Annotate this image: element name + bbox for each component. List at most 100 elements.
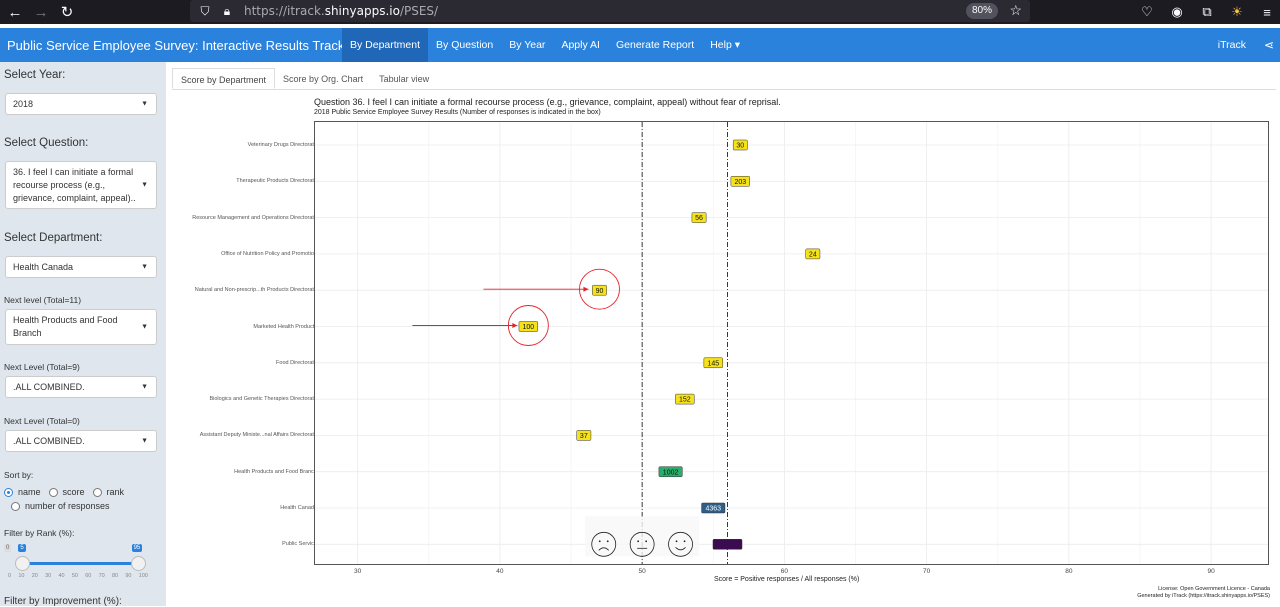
tab-score-by-department[interactable]: Score by Department xyxy=(172,68,276,89)
sort-radio-responses[interactable]: number of responses xyxy=(11,501,110,511)
tab-bar: Score by Department Score by Org. Chart … xyxy=(172,68,1276,90)
license-line-2: Generated by iTrack (https://itrack.shin… xyxy=(1137,593,1270,599)
bookmark-star-icon[interactable]: ☆ xyxy=(1009,2,1022,18)
license-note: License: Open Government Licence - Canad… xyxy=(1137,586,1270,600)
radio-dot xyxy=(48,487,58,497)
zoom-level[interactable]: 80% xyxy=(965,3,998,19)
department-select[interactable]: Health Canada ▼ xyxy=(5,256,157,278)
data-point-box xyxy=(730,176,750,187)
theme-sun-icon[interactable]: ☀ xyxy=(1231,4,1243,19)
face-backdrop xyxy=(585,516,700,557)
data-label: 152 xyxy=(679,397,691,404)
account-icon[interactable]: ◉ xyxy=(1171,4,1183,19)
question-select[interactable]: 36. I feel I can initiate a formal recou… xyxy=(5,161,157,209)
rank-slider[interactable]: 0 5 95 0 10 20 30 40 50 60 70 80 90 100 xyxy=(4,544,156,584)
x-tick-label: 30 xyxy=(354,568,362,575)
data-point-box xyxy=(518,321,539,332)
category-label: Assistant Deputy Ministe...nal Affairs D… xyxy=(199,432,317,439)
extensions-icon[interactable]: ⧉ xyxy=(1202,4,1212,19)
slider-high-handle[interactable] xyxy=(130,556,146,571)
slider-ticks: 0 10 20 30 40 50 60 70 80 90 100 xyxy=(8,573,148,579)
face-eye xyxy=(683,540,686,543)
sidebar: Select Year: 2018 ▼ Select Question: 36. … xyxy=(0,62,166,607)
back-icon[interactable]: ← xyxy=(7,3,23,21)
category-label: Food Directorate xyxy=(276,359,317,366)
address-bar[interactable]: ⛉ 🔒︎ https://itrack.shinyapps.io/PSES/ 8… xyxy=(190,0,1030,22)
sort-radio-score[interactable]: score xyxy=(48,487,85,497)
forward-icon[interactable]: → xyxy=(33,3,49,21)
data-point-box xyxy=(701,502,726,514)
next-level-2-select[interactable]: .ALL COMBINED. ▼ xyxy=(5,376,157,398)
url-text[interactable]: https://itrack.shinyapps.io/PSES/ xyxy=(244,4,439,18)
nav-by-department[interactable]: By Department xyxy=(342,28,429,62)
tab-tabular-view[interactable]: Tabular view xyxy=(379,74,430,84)
data-label: 37 xyxy=(580,433,588,440)
category-label: Therapeutic Products Directorate xyxy=(236,178,317,185)
chevron-down-icon: ▼ xyxy=(141,383,148,391)
category-label: Health Canada xyxy=(280,505,317,511)
data-label: 100 xyxy=(523,324,535,331)
radio-dot xyxy=(11,501,20,511)
reload-icon[interactable]: ↻ xyxy=(60,4,74,21)
next-level-1-label: Next level (Total=11) xyxy=(4,295,82,305)
shield-icon[interactable]: ⛉ xyxy=(200,3,210,18)
scatter-plot: 30 203 56 24 90 100 145 152 37 1002 4363 xyxy=(315,122,1268,564)
x-tick-label: 80 xyxy=(1065,568,1073,575)
slider-tick-label: 40 xyxy=(58,573,65,579)
slider-tick-label: 90 xyxy=(125,573,132,579)
nav-generate-report[interactable]: Generate Report xyxy=(615,39,695,51)
face-eye xyxy=(598,540,601,543)
x-tick-label: 60 xyxy=(780,568,788,575)
next-level-3-value: .ALL COMBINED. xyxy=(13,436,85,446)
share-icon[interactable]: ⋖ xyxy=(1263,38,1274,52)
main-panel: Score by Department Score by Org. Chart … xyxy=(172,66,1280,606)
sort-radio-rank[interactable]: rank xyxy=(92,487,124,497)
lock-icon[interactable]: 🔒︎ xyxy=(223,3,231,18)
tab-score-by-org-chart[interactable]: Score by Org. Chart xyxy=(283,74,364,84)
app-title: Public Service Employee Survey: Interact… xyxy=(7,37,356,53)
sort-label: Sort by: xyxy=(4,470,34,480)
category-label: Biologics and Genetic Therapies Director… xyxy=(209,396,317,403)
radio-dot xyxy=(92,487,102,497)
x-tick-label: 90 xyxy=(1207,568,1215,575)
data-point-box xyxy=(732,139,748,151)
slider-low-handle[interactable] xyxy=(15,556,31,571)
app-navbar: Public Service Employee Survey: Interact… xyxy=(0,28,1280,62)
plot-area: 30 203 56 24 90 100 145 152 37 1002 4363 xyxy=(314,121,1269,565)
sad-face-icon xyxy=(591,531,617,557)
data-point-box xyxy=(805,248,821,260)
next-level-1-select[interactable]: Health Products and Food Branch ▼ xyxy=(5,309,157,345)
chevron-down-icon: ▼ xyxy=(141,323,148,331)
nav-by-year[interactable]: By Year xyxy=(509,39,546,51)
toolbar-icons: ♡ ◉ ⧉ ☀ ≡ xyxy=(1138,0,1276,24)
nav-by-question[interactable]: By Question xyxy=(436,39,494,51)
data-label: 1002 xyxy=(663,469,679,476)
data-label: 24 xyxy=(809,252,817,259)
data-point-box xyxy=(592,284,607,296)
radio-label: number of responses xyxy=(25,501,110,511)
year-select[interactable]: 2018 ▼ xyxy=(5,93,157,115)
slider-tick-label: 80 xyxy=(111,573,119,579)
sort-radio-group: name score rank number of responses xyxy=(4,487,164,515)
nav-help[interactable]: Help ▾ xyxy=(710,39,740,51)
chevron-down-icon: ▼ xyxy=(141,100,148,108)
category-label: Office of Nutrition Policy and Promotion xyxy=(221,250,317,257)
data-point-box xyxy=(703,357,723,369)
face-mouth xyxy=(598,547,610,551)
pocket-icon[interactable]: ♡ xyxy=(1141,4,1153,19)
year-value: 2018 xyxy=(13,99,34,109)
nav-apply-ai[interactable]: Apply AI xyxy=(561,39,600,51)
category-label: Public Service xyxy=(282,541,317,548)
slider-tick-label: 60 xyxy=(85,573,92,579)
next-level-3-select[interactable]: .ALL COMBINED. ▼ xyxy=(5,430,157,452)
question-value: 36. I feel I can initiate a formal recou… xyxy=(13,167,136,203)
x-tick-label: 50 xyxy=(638,568,646,575)
slider-high-badge: 95 xyxy=(131,544,143,552)
nav-itrack[interactable]: iTrack xyxy=(1217,39,1246,51)
question-label: Select Question: xyxy=(4,137,89,149)
browser-toolbar: ← → ↻ ⛉ 🔒︎ https://itrack.shinyapps.io/P… xyxy=(0,0,1280,24)
menu-icon[interactable]: ≡ xyxy=(1263,4,1271,20)
radio-label: name xyxy=(18,487,41,497)
data-label: 30 xyxy=(736,143,744,150)
sort-radio-name[interactable]: name xyxy=(4,487,41,497)
